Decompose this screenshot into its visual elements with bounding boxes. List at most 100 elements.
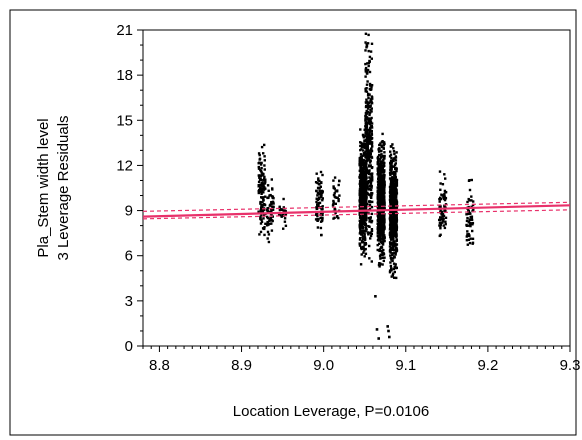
data-point [391,247,395,251]
data-point [378,242,381,245]
data-point [378,153,381,157]
data-point [360,220,363,224]
data-point [381,169,384,173]
data-point [381,190,385,193]
data-point [367,61,371,65]
data-point [360,185,363,188]
data-point [259,200,262,204]
data-point [440,213,443,216]
data-point [321,216,324,220]
data-point [270,178,273,181]
data-point [376,161,379,164]
data-point [364,117,367,120]
data-point [359,231,362,235]
y-tick-label: 12 [116,157,133,174]
data-point [389,254,392,257]
data-point [261,189,264,193]
data-point [365,120,368,123]
data-point [391,204,395,207]
data-point [316,219,319,222]
x-axis-label: Location Leverage, P=0.0106 [233,403,429,420]
data-point [368,225,371,228]
data-point [381,201,384,204]
data-point [262,152,265,155]
data-point [378,263,382,267]
data-point [377,159,380,162]
data-point [395,151,398,154]
outlier-point [377,337,380,340]
data-point [392,203,395,206]
data-point [365,98,368,101]
data-point [337,216,340,220]
data-point [364,227,367,230]
data-point [270,229,274,232]
data-point [395,239,398,242]
data-point [390,211,394,214]
data-point [332,193,336,197]
data-point [364,222,367,226]
data-point [365,128,369,132]
data-point [364,182,367,185]
data-point [363,232,366,236]
data-point [393,194,396,198]
data-point [378,147,381,150]
data-point [364,165,367,168]
data-point [444,220,447,223]
data-point [379,240,383,243]
data-point [317,202,320,206]
data-point [395,221,398,224]
data-point [279,214,282,217]
data-point [370,196,373,199]
data-point [359,144,362,148]
data-point [264,195,267,198]
data-point [269,216,273,220]
data-point [467,238,471,241]
data-point [466,216,469,220]
data-point [443,204,446,208]
data-point [283,217,287,220]
data-point [261,174,264,177]
data-point [395,232,398,235]
data-point [262,227,265,230]
data-point [360,218,364,221]
data-point [358,175,361,179]
data-point [363,183,366,186]
data-point [366,231,369,234]
data-point [360,186,363,190]
data-point [382,147,385,150]
data-point [363,255,366,258]
data-point [370,192,373,195]
data-point [320,189,323,193]
data-point [389,216,393,219]
data-point [391,192,395,195]
data-point [389,218,392,221]
data-point [395,179,399,182]
data-point [439,208,442,212]
data-point [368,131,371,134]
data-point [362,240,365,244]
data-point [259,169,263,173]
data-point [393,242,396,246]
data-point [441,215,444,218]
data-point [368,70,372,74]
data-point [442,224,445,227]
data-point [360,246,363,249]
data-point [388,177,392,180]
data-point [381,140,384,143]
data-point [388,271,392,274]
data-point [469,218,472,221]
data-point [393,198,396,201]
outlier-point [388,335,391,339]
data-point [379,171,382,175]
data-point [361,160,364,163]
data-point [392,218,395,221]
data-point [383,187,386,190]
data-point [380,203,383,206]
data-point [389,261,392,264]
data-point [369,231,372,234]
data-point [365,90,369,93]
data-point [364,146,367,149]
data-point [392,262,396,265]
data-point [370,133,374,136]
data-point [444,203,448,206]
